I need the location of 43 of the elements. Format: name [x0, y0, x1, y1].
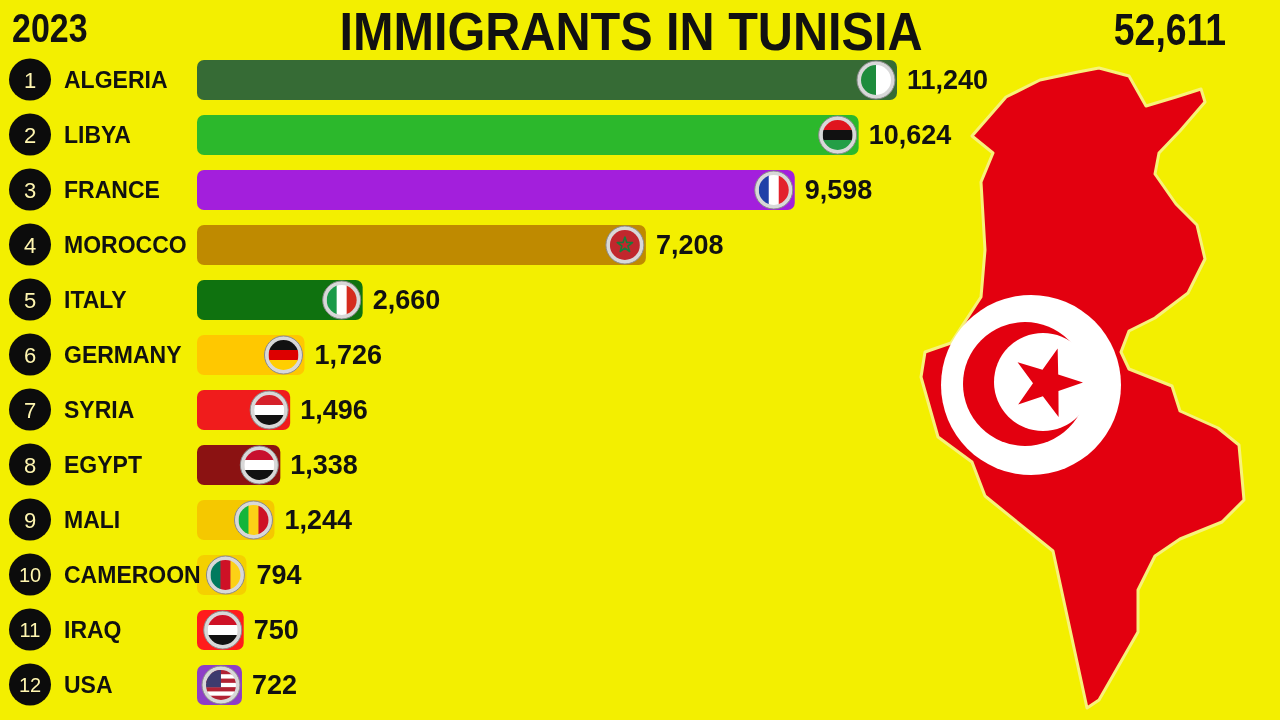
chart-subtitle: 2023 [12, 6, 88, 50]
text: 12 [18, 673, 42, 696]
data-label: 7,208 [655, 230, 724, 260]
y-tick-label: LIBYA [64, 121, 131, 148]
chart-title: IMMIGRANTS IN TUNISIA [339, 1, 923, 62]
y-tick-label: IRAQ [64, 616, 122, 643]
text: 52,611 [1113, 5, 1226, 55]
y-tick-label: CAMEROON [64, 561, 201, 588]
data-label: 722 [251, 670, 298, 700]
y-tick-label: EGYPT [64, 451, 142, 478]
bar [197, 170, 795, 210]
bar [197, 60, 897, 100]
bar [197, 225, 646, 265]
y-tick-label: USA [64, 671, 113, 698]
y-tick-label: SYRIA [64, 396, 135, 423]
y-tick-label: FRANCE [64, 176, 160, 203]
data-label: 9,598 [804, 175, 873, 205]
y-tick-label: ITALY [64, 286, 127, 313]
data-label: 794 [256, 560, 302, 590]
y-tick-label: MOROCCO [64, 231, 187, 258]
text: 1 [23, 67, 37, 92]
text: 7 [23, 397, 37, 422]
y-tick-label: ALGERIA [64, 66, 168, 93]
bar [197, 115, 859, 155]
data-label: 1,496 [300, 395, 368, 425]
text: 8 [23, 452, 37, 477]
data-label: 750 [253, 615, 299, 645]
data-label: 1,244 [284, 505, 353, 535]
data-label: 2,660 [372, 285, 441, 315]
y-tick-label: MALI [64, 506, 121, 533]
text: 11 [19, 618, 41, 641]
data-label: 1,726 [314, 340, 383, 370]
text: 5 [23, 287, 37, 312]
text: 6 [23, 342, 37, 367]
data-label: 11,240 [907, 65, 989, 95]
text: 9 [23, 507, 37, 532]
text: 10 [18, 563, 42, 586]
text: 3 [23, 177, 37, 202]
text: 2 [23, 122, 37, 147]
text: 4 [23, 232, 37, 257]
y-tick-label: GERMANY [64, 341, 182, 368]
data-label: 10,624 [868, 120, 952, 150]
data-label: 1,338 [290, 450, 358, 480]
